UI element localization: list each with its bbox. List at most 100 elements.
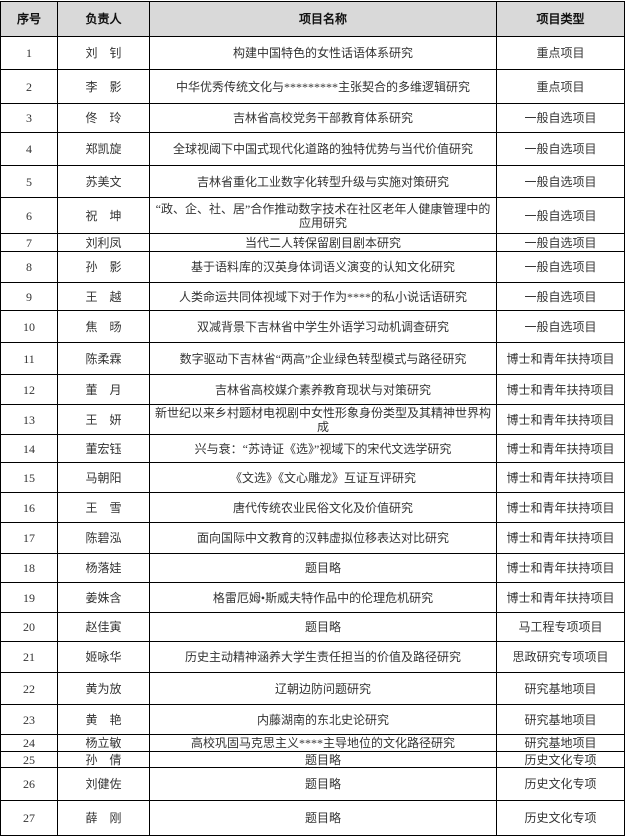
project-name: 当代二人转保留剧目剧本研究 bbox=[149, 233, 497, 252]
table-row: 4 郑凯旋 全球视阈下中国式现代化道路的独特优势与当代价值研究 一般自选项目 bbox=[0, 132, 625, 166]
table-row: 25 孙 倩题目略 历史文化专项 bbox=[0, 751, 625, 768]
leader: 刘利凤 bbox=[57, 233, 150, 252]
leader: 黄为放 bbox=[57, 672, 150, 705]
header-row: 序号 负责人 项目名称 项目类型 bbox=[0, 1, 625, 37]
project-type: 研究基地项目 bbox=[496, 704, 625, 735]
project-name: 吉林省高校媒介素养教育现状与对策研究 bbox=[149, 374, 497, 405]
header-cell: 序号 bbox=[0, 1, 58, 37]
table-row: 26 刘健佐 题目略 历史文化专项 bbox=[0, 767, 625, 801]
project-type: 一般自选项目 bbox=[496, 103, 625, 133]
project-type: 研究基地项目 bbox=[496, 672, 625, 705]
table-row: 18 杨落娃 题目略 博士和青年扶持项目 bbox=[0, 553, 625, 583]
row-number: 3 bbox=[0, 103, 58, 133]
leader: 黄 艳 bbox=[57, 704, 150, 735]
project-type: 马工程专项项目 bbox=[496, 612, 625, 642]
leader: 薛 刚 bbox=[57, 800, 150, 836]
table-row: 7 刘利凤 当代二人转保留剧目剧本研究 一般自选项目 bbox=[0, 233, 625, 252]
leader: 王 雪 bbox=[57, 492, 150, 523]
table-row: 19 姜姝含 格雷厄姆•斯威夫特作品中的伦理危机研究 博士和青年扶持项目 bbox=[0, 582, 625, 613]
leader: 杨立敏 bbox=[57, 734, 150, 752]
table-row: 27 薛 刚题目略 历史文化专项 bbox=[0, 800, 625, 836]
project-name: 数字驱动下吉林省“两高”企业绿色转型模式与路径研究 bbox=[149, 342, 497, 375]
leader: 李 影 bbox=[57, 69, 150, 104]
row-number: 13 bbox=[0, 404, 58, 435]
project-name: 题目略 bbox=[149, 612, 497, 642]
row-number: 6 bbox=[0, 197, 58, 234]
header-cell: 负责人 bbox=[57, 1, 150, 37]
leader: 郑凯旋 bbox=[57, 132, 150, 166]
row-number: 1 bbox=[0, 36, 58, 70]
project-type: 一般自选项目 bbox=[496, 310, 625, 343]
row-number: 20 bbox=[0, 612, 58, 642]
project-name: 双减背景下吉林省中学生外语学习动机调查研究 bbox=[149, 310, 497, 343]
project-type: 重点项目 bbox=[496, 36, 625, 70]
table-row: 24 杨立敏 高校巩固马克思主义****主导地位的文化路径研究 研究基地项目 bbox=[0, 734, 625, 752]
project-type: 博士和青年扶持项目 bbox=[496, 582, 625, 613]
leader: 孙 倩 bbox=[57, 751, 150, 768]
project-name: 吉林省高校党务干部教育体系研究 bbox=[149, 103, 497, 133]
project-type: 博士和青年扶持项目 bbox=[496, 404, 625, 435]
row-number: 27 bbox=[0, 800, 58, 836]
project-name: 新世纪以来乡村题材电视剧中女性形象身份类型及其精神世界构成 bbox=[149, 404, 497, 435]
project-type: 博士和青年扶持项目 bbox=[496, 434, 625, 463]
row-number: 19 bbox=[0, 582, 58, 613]
table-row: 21 姬咏华 历史主动精神涵养大学生责任担当的价值及路径研究 思政研究专项项目 bbox=[0, 641, 625, 673]
row-number: 14 bbox=[0, 434, 58, 463]
project-type: 博士和青年扶持项目 bbox=[496, 342, 625, 375]
leader: 董宏钰 bbox=[57, 434, 150, 463]
table-row: 10 焦 旸双减背景下吉林省中学生外语学习动机调查研究 一般自选项目 bbox=[0, 310, 625, 343]
project-name: 《文选》《文心雕龙》互证互评研究 bbox=[149, 462, 497, 493]
table-row: 16 王 雪唐代传统农业民俗文化及价值研究 博士和青年扶持项目 bbox=[0, 492, 625, 523]
project-name: 唐代传统农业民俗文化及价值研究 bbox=[149, 492, 497, 523]
project-name: 题目略 bbox=[149, 767, 497, 801]
row-number: 7 bbox=[0, 233, 58, 252]
leader: 陈碧泓 bbox=[57, 522, 150, 554]
table-row: 15 马朝阳 《文选》《文心雕龙》互证互评研究 博士和青年扶持项目 bbox=[0, 462, 625, 493]
row-number: 24 bbox=[0, 734, 58, 752]
project-name: 题目略 bbox=[149, 751, 497, 768]
leader: 祝 坤 bbox=[57, 197, 150, 234]
row-number: 18 bbox=[0, 553, 58, 583]
project-type: 博士和青年扶持项目 bbox=[496, 462, 625, 493]
project-name: 人类命运共同体视域下对于作为****的私小说话语研究 bbox=[149, 282, 497, 311]
project-type: 历史文化专项 bbox=[496, 800, 625, 836]
leader: 姜姝含 bbox=[57, 582, 150, 613]
project-name: 辽朝边防问题研究 bbox=[149, 672, 497, 705]
project-name: 历史主动精神涵养大学生责任担当的价值及路径研究 bbox=[149, 641, 497, 673]
project-type: 重点项目 bbox=[496, 69, 625, 104]
project-name: 高校巩固马克思主义****主导地位的文化路径研究 bbox=[149, 734, 497, 752]
project-name: 全球视阈下中国式现代化道路的独特优势与当代价值研究 bbox=[149, 132, 497, 166]
project-type: 博士和青年扶持项目 bbox=[496, 374, 625, 405]
row-number: 4 bbox=[0, 132, 58, 166]
table-row: 13 王 妍新世纪以来乡村题材电视剧中女性形象身份类型及其精神世界构成 博士和青年扶… bbox=[0, 404, 625, 435]
table-row: 22 黄为放 辽朝边防问题研究 研究基地项目 bbox=[0, 672, 625, 705]
table-row: 5 苏美文 吉林省重化工业数字化转型升级与实施对策研究 一般自选项目 bbox=[0, 165, 625, 198]
leader: 焦 旸 bbox=[57, 310, 150, 343]
row-number: 23 bbox=[0, 704, 58, 735]
leader: 姬咏华 bbox=[57, 641, 150, 673]
project-name: 中华优秀传统文化与*********主张契合的多维逻辑研究 bbox=[149, 69, 497, 104]
project-name: 格雷厄姆•斯威夫特作品中的伦理危机研究 bbox=[149, 582, 497, 613]
project-name: 兴与衰：“苏诗证《选》”视域下的宋代文选学研究 bbox=[149, 434, 497, 463]
header-cell: 项目名称 bbox=[149, 1, 497, 37]
table-row: 17 陈碧泓 面向国际中文教育的汉韩虚拟位移表达对比研究 博士和青年扶持项目 bbox=[0, 522, 625, 554]
project-type: 博士和青年扶持项目 bbox=[496, 522, 625, 554]
leader: 刘健佐 bbox=[57, 767, 150, 801]
row-number: 22 bbox=[0, 672, 58, 705]
table-row: 12 董 月吉林省高校媒介素养教育现状与对策研究 博士和青年扶持项目 bbox=[0, 374, 625, 405]
project-type: 一般自选项目 bbox=[496, 282, 625, 311]
project-type: 一般自选项目 bbox=[496, 251, 625, 283]
row-number: 5 bbox=[0, 165, 58, 198]
header-cell: 项目类型 bbox=[496, 1, 625, 37]
project-type: 博士和青年扶持项目 bbox=[496, 553, 625, 583]
project-type: 博士和青年扶持项目 bbox=[496, 492, 625, 523]
leader: 董 月 bbox=[57, 374, 150, 405]
leader: 刘 钊 bbox=[57, 36, 150, 70]
row-number: 15 bbox=[0, 462, 58, 493]
